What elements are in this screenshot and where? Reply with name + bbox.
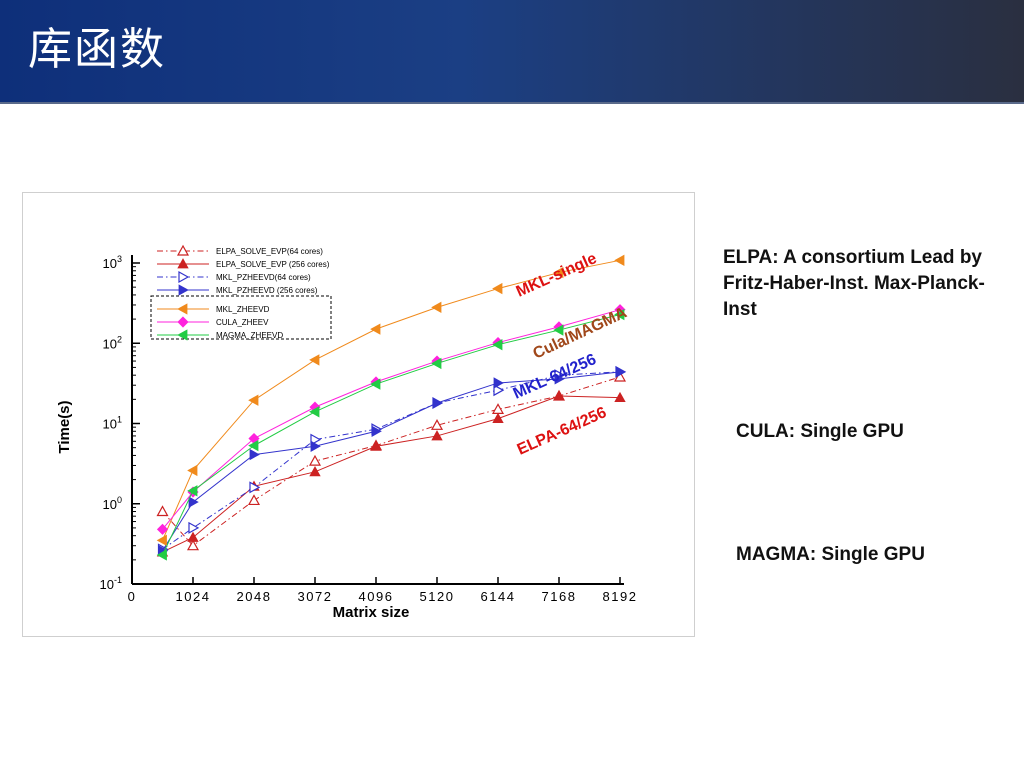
data-point (430, 419, 444, 430)
chart-annotation: MKL-single (514, 250, 600, 301)
legend-swatch-marker (177, 303, 188, 315)
legend-swatch-marker (177, 329, 188, 341)
y-tick-label: 102 (103, 334, 122, 351)
data-point (188, 496, 199, 508)
data-point (309, 406, 320, 418)
series-mkl-zheevd (156, 254, 625, 547)
series-magma-zheevd (156, 308, 625, 561)
data-point (493, 384, 505, 397)
data-point (187, 485, 198, 497)
legend-swatch-marker (177, 258, 189, 269)
legend-swatch-marker (178, 284, 189, 296)
x-tick-label: 5120 (420, 589, 455, 604)
data-point (432, 397, 443, 409)
data-point (370, 323, 381, 335)
legend-label: ELPA_SOLVE_EVP(64 cores) (216, 247, 323, 256)
x-tick-label: 2048 (237, 589, 272, 604)
chart-annotation: ELPA-64/256 (515, 404, 609, 459)
series-mkl-pzheevd-256-cores- (158, 366, 626, 557)
x-axis-title: Matrix size (333, 604, 410, 621)
legend-swatch-marker (178, 270, 190, 284)
data-point (249, 448, 260, 461)
data-point (553, 390, 565, 401)
chart-frame: 0 1024 2048 3072 4096 5120 6144 7168 8192 10-1 100… (22, 192, 695, 637)
data-point (553, 324, 564, 336)
data-point (309, 354, 320, 366)
data-point (370, 440, 382, 451)
y-tick-label: 103 (103, 254, 122, 271)
data-point (492, 338, 503, 351)
data-point (248, 394, 259, 406)
x-tick-label: 4096 (359, 589, 394, 604)
legend-box (150, 295, 332, 340)
data-point (186, 539, 200, 551)
slide-title: 库函数 (28, 24, 166, 75)
y-tick-label: 100 (103, 495, 122, 512)
x-tick-label: 0 (128, 589, 137, 604)
x-tick-label: 8192 (603, 589, 638, 604)
data-point (187, 531, 199, 542)
data-point (156, 523, 169, 535)
data-point (431, 357, 442, 370)
data-point (156, 505, 169, 517)
data-point (308, 454, 322, 466)
data-point (370, 378, 381, 390)
magma-note: MAGMA: Single GPU (736, 544, 925, 565)
series-elpa-solve-evp-256-cores- (156, 390, 626, 557)
series-line (162, 395, 621, 553)
legend-label: MKL_ZHEEVD (216, 305, 270, 314)
data-point (309, 465, 321, 477)
data-point (431, 430, 443, 441)
y-axis-title: Time(s) (56, 400, 73, 453)
data-point (614, 391, 626, 403)
data-point (371, 425, 382, 437)
legend-swatch-marker (176, 244, 190, 256)
data-point (614, 308, 625, 321)
data-point (187, 464, 198, 477)
y-tick-label: 10-1 (100, 575, 122, 592)
series-line (162, 259, 621, 541)
data-point (493, 377, 504, 389)
series-line (162, 376, 621, 547)
title-banner: 库函数 (0, 0, 1024, 104)
x-tick-label: 3072 (298, 589, 333, 604)
data-point (554, 373, 565, 385)
y-tick-label: 101 (103, 415, 122, 432)
x-tick-label: 7168 (542, 589, 577, 604)
data-point (310, 440, 321, 452)
x-tick-label: 1024 (176, 589, 211, 604)
legend-label: MAGMA_ZHEEVD (216, 331, 283, 340)
data-point (247, 494, 261, 506)
legend-label: MKL_PZHEEVD(64 cores) (216, 273, 311, 282)
data-point (248, 439, 259, 452)
data-point (615, 366, 626, 378)
chart-annotation: MKL-64/256 (511, 351, 599, 403)
data-point (614, 254, 625, 266)
legend-label: MKL_PZHEEVD (256 cores) (216, 286, 318, 295)
data-point (156, 549, 167, 561)
x-tick-label: 6144 (481, 589, 516, 604)
data-point (156, 534, 167, 547)
data-point (188, 521, 200, 534)
performance-chart: 0 1024 2048 3072 4096 5120 6144 7168 8192 10-1 100… (56, 244, 638, 621)
legend-label: CULA_ZHEEV (216, 318, 269, 327)
data-point (553, 266, 564, 279)
data-point (249, 481, 261, 494)
data-point (492, 282, 503, 295)
elpa-note: ELPA: A consortium Lead by Fritz-Haber-I… (723, 247, 985, 320)
cula-note: CULA: Single GPU (736, 421, 904, 442)
legend: ELPA_SOLVE_EVP(64 cores) ELPA_SOLVE_EVP (… (150, 244, 332, 341)
legend-label: ELPA_SOLVE_EVP (256 cores) (216, 260, 330, 269)
legend-swatch-marker (177, 316, 189, 328)
data-point (431, 301, 442, 314)
data-point (492, 412, 504, 424)
